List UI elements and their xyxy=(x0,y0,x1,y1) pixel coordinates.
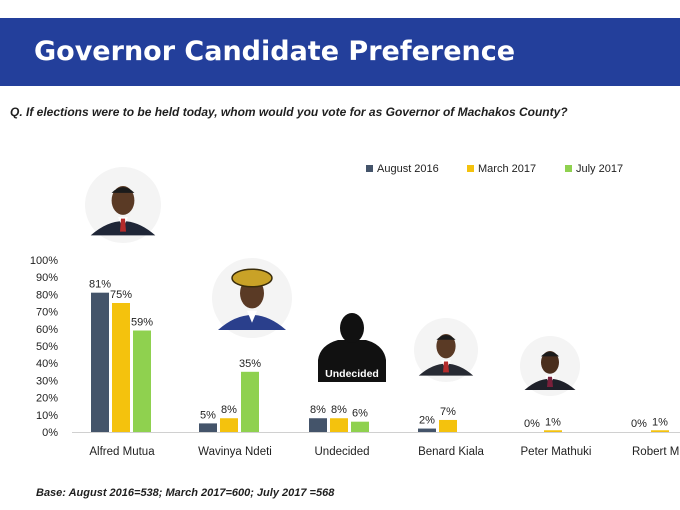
silhouette-body xyxy=(318,340,386,382)
data-label: 5% xyxy=(200,409,216,421)
data-label: 7% xyxy=(440,406,456,418)
data-label: 6% xyxy=(352,408,368,420)
photo-tie xyxy=(547,376,553,387)
survey-question: Q. If elections were to be held today, w… xyxy=(10,105,568,119)
photo-headwrap xyxy=(231,268,273,288)
data-label: 75% xyxy=(110,289,132,301)
bar-alfred-mutua-july-2017 xyxy=(133,330,151,432)
bar-benard-kiala-august-2016 xyxy=(418,428,436,432)
bar-alfred-mutua-march-2017 xyxy=(112,303,130,432)
data-label: 81% xyxy=(89,279,111,291)
category-label: Undecided xyxy=(315,446,370,458)
y-tick-label: 60% xyxy=(36,324,58,336)
category-label: Robert M xyxy=(632,446,679,458)
undecided-silhouette-icon: Undecided xyxy=(318,313,386,382)
y-tick-label: 100% xyxy=(30,255,58,267)
y-tick-label: 90% xyxy=(36,272,58,284)
base-footnote: Base: August 2016=538; March 2017=600; J… xyxy=(36,487,335,499)
category-label: Alfred Mutua xyxy=(89,446,155,458)
data-label: 1% xyxy=(652,416,668,428)
photo-tie xyxy=(120,218,126,232)
peter-mathuki-photo-icon xyxy=(520,336,580,396)
data-label: 0% xyxy=(631,418,647,430)
photo-tie xyxy=(443,361,449,373)
photo-collar xyxy=(247,310,257,323)
undecided-label: Undecided xyxy=(325,368,379,380)
bar-undecided-march-2017 xyxy=(330,418,348,432)
alfred-mutua-photo-icon xyxy=(85,167,161,243)
data-label: 2% xyxy=(419,415,435,427)
photo-hair xyxy=(541,351,559,357)
legend-label: July 2017 xyxy=(576,163,623,175)
y-tick-label: 50% xyxy=(36,341,58,353)
bar-wavinya-ndeti-march-2017 xyxy=(220,418,238,432)
bar-robert-m-march-2017 xyxy=(651,430,669,432)
legend-swatch xyxy=(467,165,474,172)
data-label: 8% xyxy=(331,404,347,416)
data-label: 1% xyxy=(545,416,561,428)
y-tick-label: 30% xyxy=(36,375,58,387)
bar-peter-mathuki-march-2017 xyxy=(544,430,562,432)
y-tick-label: 0% xyxy=(42,427,58,439)
legend-label: March 2017 xyxy=(478,163,536,175)
benard-kiala-photo-icon xyxy=(414,318,478,382)
wavinya-ndeti-photo-icon xyxy=(212,258,292,338)
category-label: Benard Kiala xyxy=(418,446,484,458)
photo-hair xyxy=(111,187,135,193)
legend-swatch xyxy=(565,165,572,172)
category-label: Wavinya Ndeti xyxy=(198,446,272,458)
y-tick-label: 80% xyxy=(36,289,58,301)
bar-undecided-july-2017 xyxy=(351,421,369,432)
data-label: 8% xyxy=(310,404,326,416)
bar-wavinya-ndeti-august-2016 xyxy=(199,423,217,432)
title-bar: Governor Candidate Preference xyxy=(0,18,680,86)
data-label: 35% xyxy=(239,358,261,370)
bar-undecided-august-2016 xyxy=(309,418,327,432)
bar-benard-kiala-march-2017 xyxy=(439,419,457,432)
y-tick-label: 70% xyxy=(36,307,58,319)
photo-face xyxy=(541,351,559,374)
photo-hair xyxy=(436,334,456,340)
y-tick-label: 10% xyxy=(36,410,58,422)
category-label: Peter Mathuki xyxy=(521,446,592,458)
silhouette-head xyxy=(340,313,364,343)
data-label: 59% xyxy=(131,317,153,329)
photo-face xyxy=(111,186,135,215)
legend-label: August 2016 xyxy=(377,163,439,175)
y-tick-label: 40% xyxy=(36,358,58,370)
data-label: 0% xyxy=(524,418,540,430)
bar-wavinya-ndeti-july-2017 xyxy=(241,371,259,432)
data-label: 8% xyxy=(221,404,237,416)
bar-alfred-mutua-august-2016 xyxy=(91,292,109,432)
legend-swatch xyxy=(366,165,373,172)
y-tick-label: 20% xyxy=(36,393,58,405)
page-title: Governor Candidate Preference xyxy=(34,36,516,67)
photo-face xyxy=(436,334,456,359)
